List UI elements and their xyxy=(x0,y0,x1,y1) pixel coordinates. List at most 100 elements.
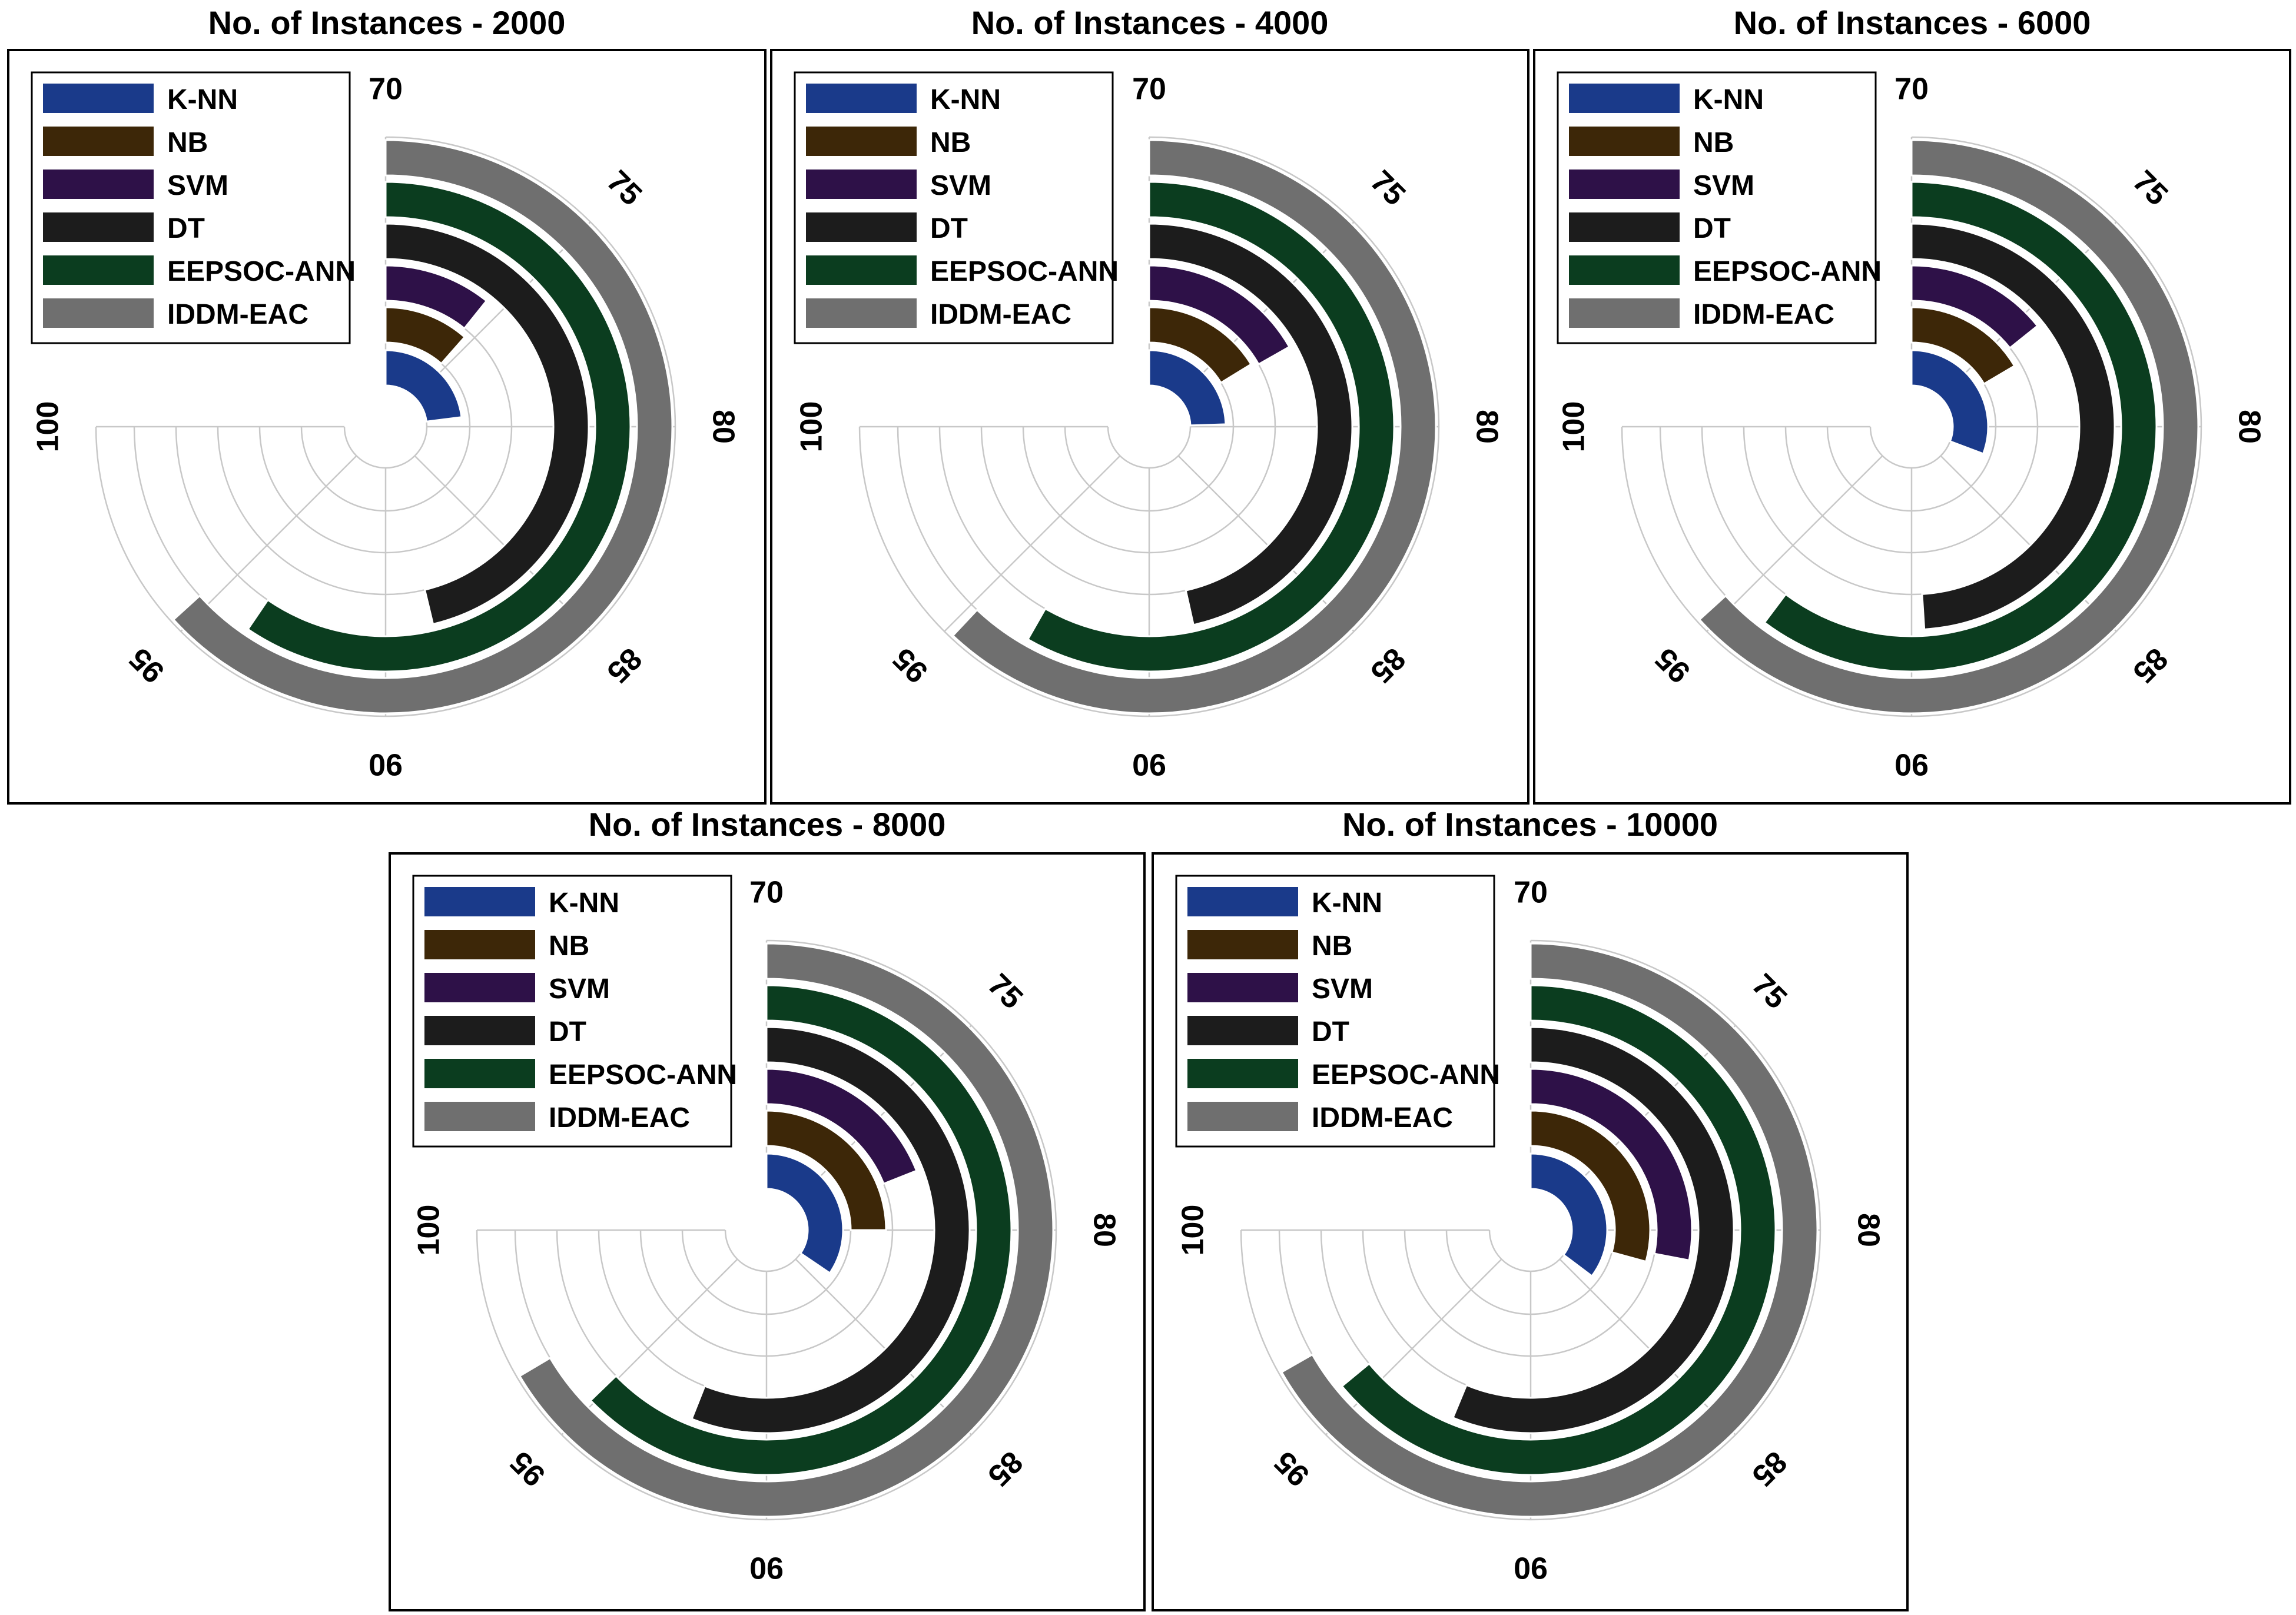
legend-label: EEPSOC-ANN xyxy=(1312,1059,1500,1091)
legend-label: DT xyxy=(167,213,205,244)
legend-swatch xyxy=(1186,1015,1299,1046)
bar-iddm-eac xyxy=(518,942,1054,1518)
tick-label: 90 xyxy=(1514,1550,1548,1584)
legend-label: K-NN xyxy=(1312,888,1382,919)
tick-label: 80 xyxy=(1851,1213,1885,1247)
bar-dt xyxy=(1910,222,2116,630)
grid-spoke xyxy=(180,455,357,632)
grid-spoke xyxy=(414,455,591,632)
legend-swatch xyxy=(42,82,155,114)
legend-label: EEPSOC-ANN xyxy=(549,1059,737,1091)
tick-label: 80 xyxy=(1087,1213,1121,1247)
legend: K-NN NB SVM DT EEPSOC-ANN IDDM-EAC xyxy=(412,875,737,1148)
panel-frame xyxy=(1152,852,1909,1611)
legend-box xyxy=(412,875,732,1148)
grid-spoke xyxy=(1706,455,1883,632)
tick-label: 80 xyxy=(706,410,740,444)
legend-swatch xyxy=(423,886,536,918)
grid-spoke xyxy=(1559,1258,1736,1435)
tick-label: 85 xyxy=(600,641,648,689)
tick-label: 75 xyxy=(1745,968,1793,1016)
legend-label: EEPSOC-ANN xyxy=(1693,256,1882,287)
grid-spoke xyxy=(414,221,591,398)
bar-eepsoc-ann xyxy=(247,181,632,673)
legend-label: NB xyxy=(1312,931,1352,962)
legend-swatch xyxy=(805,168,918,200)
legend-swatch xyxy=(1186,1058,1299,1089)
chart-title: No. of Instances - 6000 xyxy=(1734,4,2091,41)
grid-spoke xyxy=(1177,221,1355,398)
bar-svm xyxy=(1910,264,2039,350)
legend-label: IDDM-EAC xyxy=(1693,299,1834,330)
radial-bars xyxy=(1280,942,1819,1518)
chart-panel: No. of Instances - 6000 70 75 80 85 90 95 100 K-… xyxy=(1533,4,2291,805)
legend-label: DT xyxy=(549,1016,586,1048)
legend-label: IDDM-EAC xyxy=(549,1102,690,1134)
tick-label: 70 xyxy=(1514,876,1548,910)
tick-label: 85 xyxy=(2126,641,2174,689)
tick-label: 80 xyxy=(1469,410,1504,444)
grid-spoke xyxy=(1940,455,2117,632)
chart-title: No. of Instances - 4000 xyxy=(971,4,1329,41)
grid-spoke xyxy=(1325,1258,1502,1435)
chart-panel: No. of Instances - 4000 70 75 80 85 90 95 100 K-… xyxy=(770,4,1529,805)
legend-label: SVM xyxy=(549,973,610,1005)
legend-label: SVM xyxy=(1312,973,1373,1005)
legend-label: NB xyxy=(1693,127,1734,158)
tick-label: 75 xyxy=(1363,164,1412,212)
chart-title: No. of Instances - 10000 xyxy=(1342,806,1718,843)
legend-swatch xyxy=(1568,125,1681,157)
bar-iddm-eac xyxy=(1280,942,1819,1518)
chart-title: No. of Instances - 2000 xyxy=(208,4,566,41)
legend-label: NB xyxy=(930,127,971,158)
legend-swatch xyxy=(1186,929,1299,961)
legend-swatch xyxy=(1186,1101,1299,1132)
panel-frame xyxy=(7,49,767,805)
tick-label: 100 xyxy=(795,401,829,453)
legend-label: K-NN xyxy=(167,84,238,115)
tick-label: 100 xyxy=(1176,1205,1210,1256)
legend: K-NN NB SVM DT EEPSOC-ANN IDDM-EAC xyxy=(1557,71,1882,344)
legend-swatch xyxy=(1568,297,1681,329)
legend: K-NN NB SVM DT EEPSOC-ANN IDDM-EAC xyxy=(1175,875,1500,1148)
bar-dt xyxy=(384,222,590,626)
chart-panel: No. of Instances - 8000 70 75 80 85 90 95 100 K-… xyxy=(389,806,1146,1611)
grid-spoke xyxy=(561,1258,738,1435)
radial-bars xyxy=(172,139,673,715)
radial-bars xyxy=(518,942,1054,1518)
legend-label: IDDM-EAC xyxy=(930,299,1071,330)
legend-label: SVM xyxy=(930,170,991,201)
legend-swatch xyxy=(1568,82,1681,114)
radial-bars xyxy=(1698,139,2199,715)
chart-panel: No. of Instances - 2000 70 75 80 85 90 95 100 K-… xyxy=(7,4,767,805)
panel-frame xyxy=(389,852,1146,1611)
panel-frame xyxy=(770,49,1529,805)
bar-nb xyxy=(1910,306,2016,386)
bar-iddm-eac xyxy=(172,139,673,715)
bar-svm xyxy=(1529,1068,1693,1262)
legend-label: IDDM-EAC xyxy=(167,299,308,330)
legend-swatch xyxy=(42,125,155,157)
legend-swatch xyxy=(1568,254,1681,286)
tick-label: 95 xyxy=(1268,1444,1316,1493)
legend-swatch xyxy=(1568,168,1681,200)
legend-swatch xyxy=(423,972,536,1003)
tick-label: 70 xyxy=(1132,72,1166,107)
bar-dt xyxy=(691,1026,971,1434)
legend-label: EEPSOC-ANN xyxy=(167,256,356,287)
grid-spoke xyxy=(1177,455,1355,632)
chart-title: No. of Instances - 8000 xyxy=(589,806,946,843)
legend-swatch xyxy=(42,297,155,329)
bar-iddm-eac xyxy=(1698,139,2199,715)
legend-label: DT xyxy=(1312,1016,1349,1048)
radial-bars xyxy=(951,139,1437,715)
legend-swatch xyxy=(423,1015,536,1046)
tick-label: 95 xyxy=(887,641,935,689)
grid-spoke xyxy=(944,455,1121,632)
bar-nb xyxy=(1529,1109,1651,1263)
bar-svm xyxy=(384,264,488,330)
legend-swatch xyxy=(42,211,155,243)
tick-label: 70 xyxy=(1894,72,1929,107)
legend-swatch xyxy=(1568,211,1681,243)
panel-frame xyxy=(1533,49,2291,805)
